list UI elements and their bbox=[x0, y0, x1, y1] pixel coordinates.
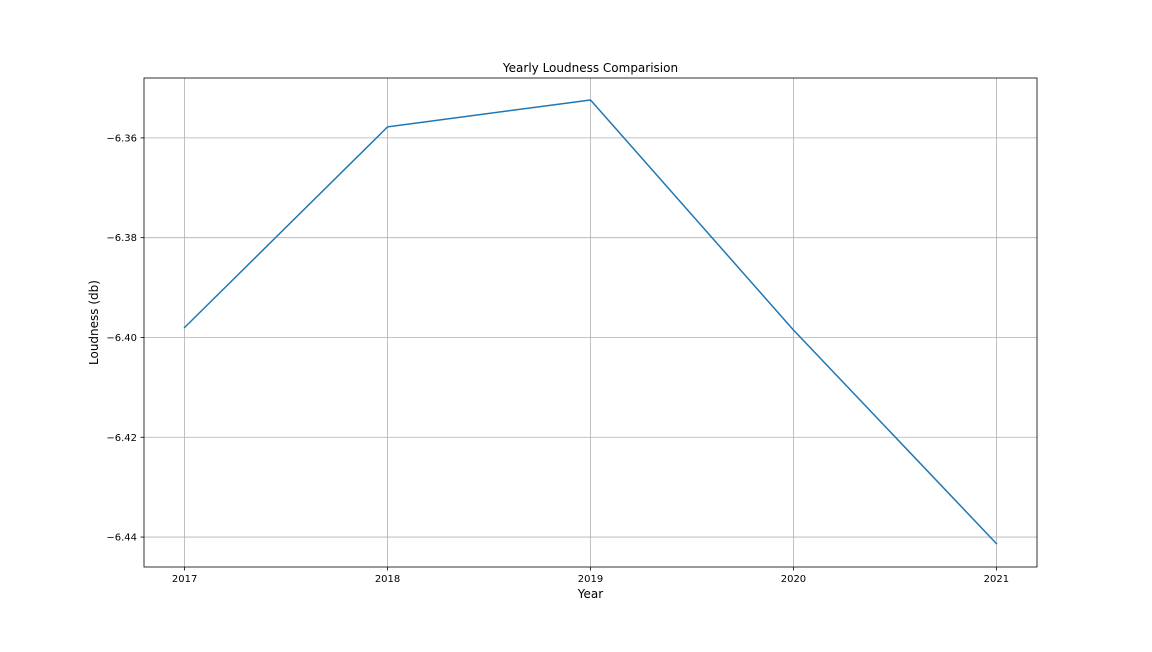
x-tick-label: 2019 bbox=[578, 574, 603, 585]
x-tick-label: 2020 bbox=[781, 574, 806, 585]
y-tick-label: −6.42 bbox=[106, 433, 137, 444]
x-axis-label: Year bbox=[577, 587, 603, 601]
y-axis-label: Loudness (db) bbox=[87, 280, 101, 365]
x-tick-label: 2018 bbox=[375, 574, 400, 585]
y-tick-label: −6.40 bbox=[106, 333, 137, 344]
y-tick-label: −6.44 bbox=[106, 533, 137, 544]
chart-title: Yearly Loudness Comparision bbox=[502, 61, 678, 75]
x-tick-label: 2017 bbox=[172, 574, 197, 585]
y-tick-label: −6.38 bbox=[106, 233, 137, 244]
y-tick-label: −6.36 bbox=[106, 133, 137, 144]
x-tick-label: 2021 bbox=[984, 574, 1009, 585]
